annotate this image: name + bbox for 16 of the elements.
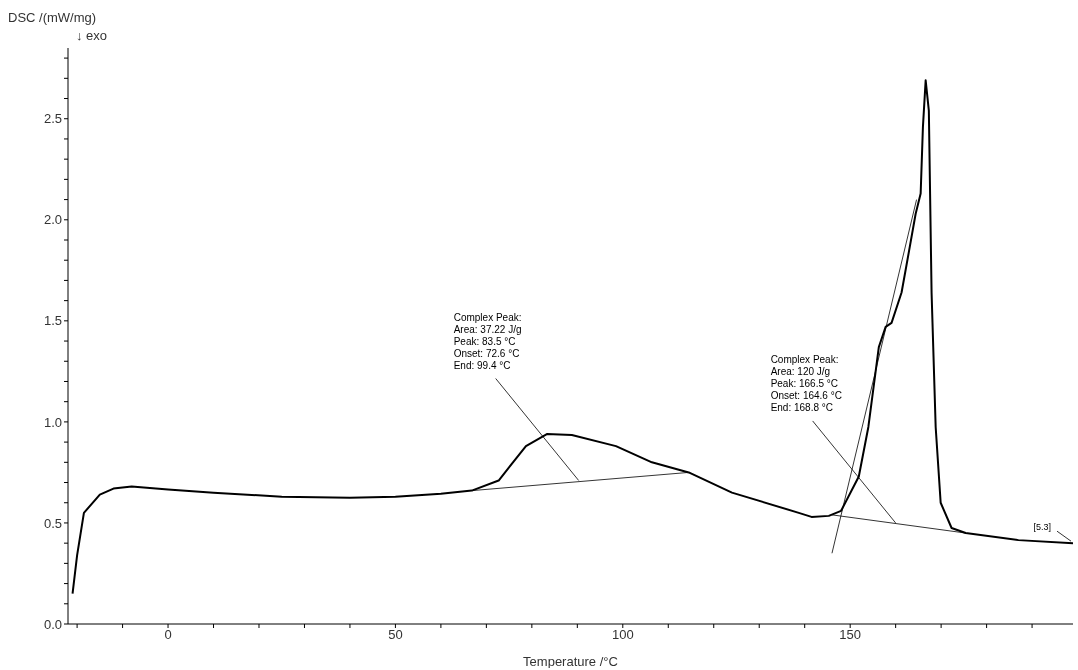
x-tick-label: 50	[388, 627, 403, 643]
annotation: Complex Peak: Area: 120 J/g Peak: 166.5 °C Onset: 164.6 °C End: 168.8 °C	[770, 353, 842, 413]
x-tick-label: 0	[164, 627, 172, 643]
y-tick-label: 0.0	[43, 616, 62, 632]
text: ↓ exo	[76, 28, 108, 43]
annotation: Complex Peak: Area: 37.22 J/g Peak: 83.5 °C Onset: 72.6 °C End: 99.4 °C	[453, 311, 522, 371]
y-tick-label: 1.5	[43, 313, 62, 329]
y-tick-label: 0.5	[43, 515, 62, 531]
annotation: [5.3]	[1033, 522, 1051, 533]
y-tick-label: 2.5	[43, 111, 62, 127]
x-axis-title: Temperature /°C	[523, 654, 618, 669]
y-tick-label: 1.0	[43, 414, 62, 430]
x-tick-label: 150	[839, 627, 862, 643]
x-tick-label: 100	[611, 627, 634, 643]
y-axis-title: DSC /(mW/mg)	[8, 10, 97, 25]
y-tick-label: 2.0	[43, 212, 62, 228]
